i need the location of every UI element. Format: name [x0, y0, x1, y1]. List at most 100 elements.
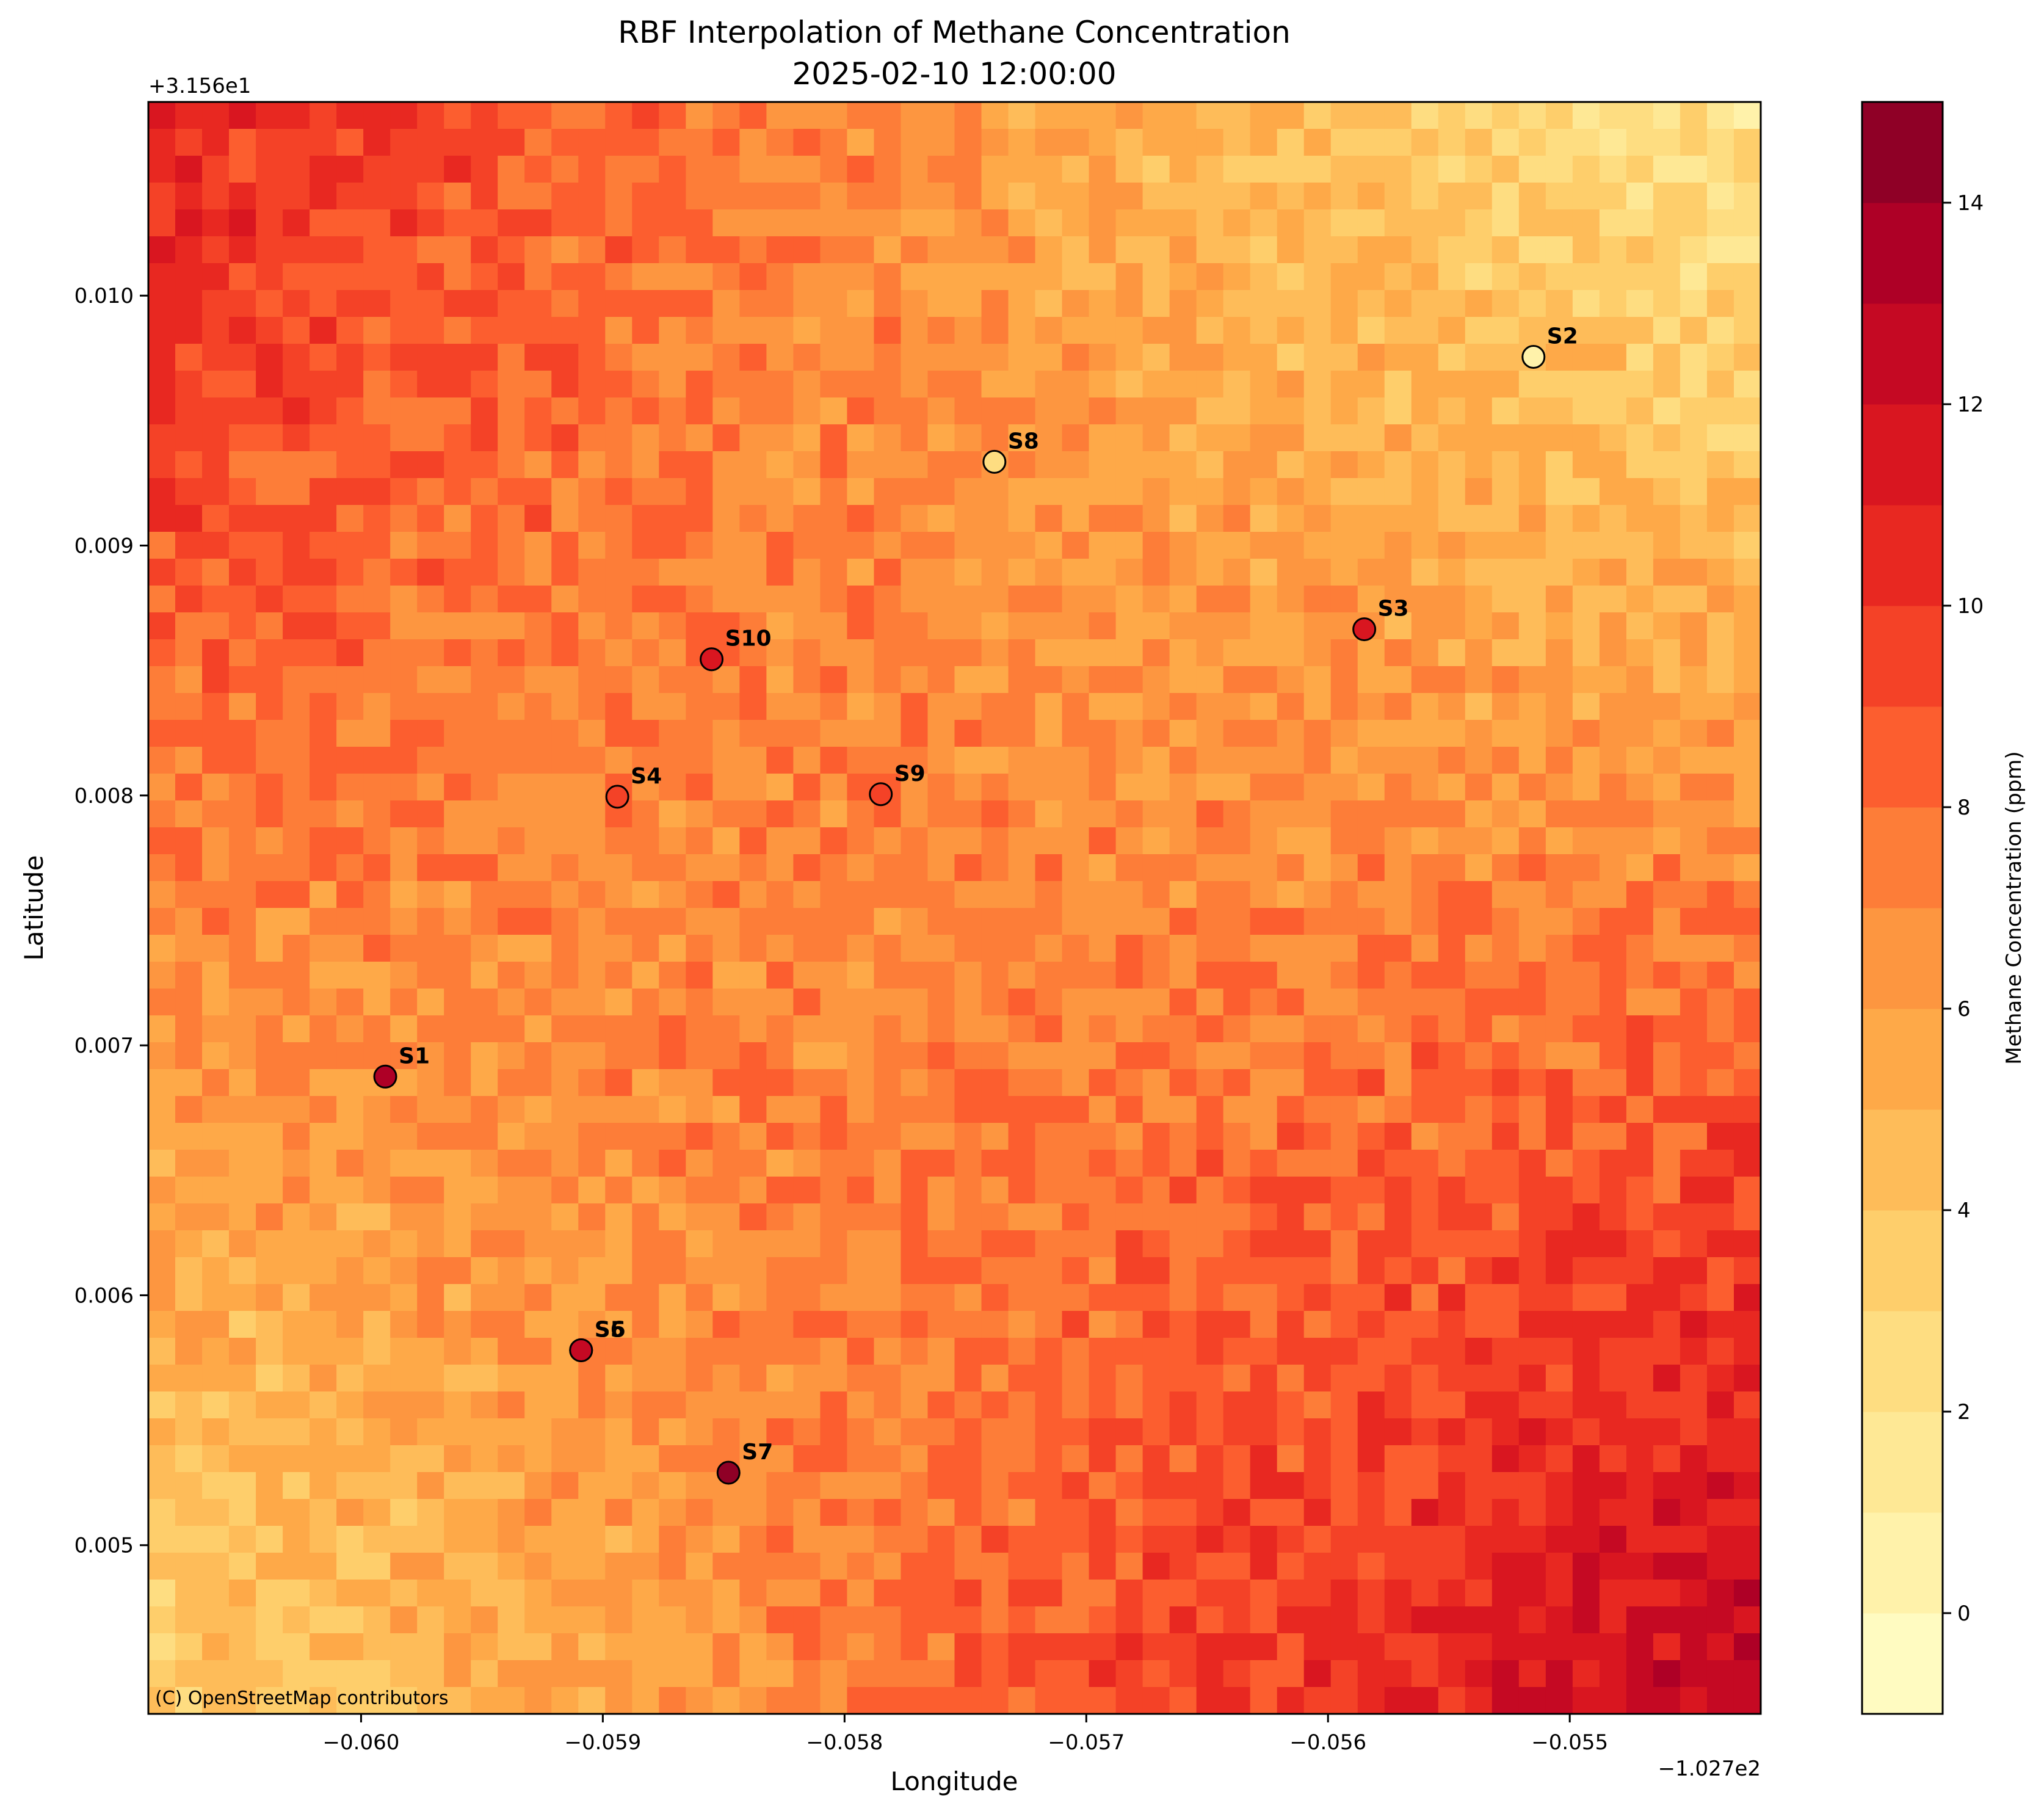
heatmap-cell — [498, 586, 526, 613]
heatmap-cell — [605, 666, 633, 694]
heatmap-cell — [202, 1553, 230, 1580]
heatmap-cell — [793, 559, 821, 586]
heatmap-cell — [659, 962, 687, 989]
heatmap-cell — [336, 1257, 364, 1285]
heatmap-cell — [310, 102, 338, 129]
heatmap-cell — [1411, 1606, 1439, 1634]
heatmap-cell — [363, 747, 391, 774]
heatmap-cell — [712, 1633, 741, 1661]
heatmap-cell — [1572, 800, 1600, 828]
heatmap-cell — [1438, 1257, 1466, 1285]
heatmap-cell — [1277, 881, 1305, 909]
heatmap-cell — [336, 666, 364, 694]
heatmap-cell — [417, 532, 445, 559]
heatmap-cell — [1035, 989, 1063, 1016]
heatmap-cell — [820, 1445, 848, 1473]
heatmap-cell — [901, 774, 929, 801]
heatmap-cell — [1223, 129, 1251, 156]
heatmap-cell — [524, 236, 553, 264]
heatmap-cell — [417, 854, 445, 882]
heatmap-cell — [1706, 1553, 1734, 1580]
heatmap-cell — [1250, 209, 1278, 237]
heatmap-cell — [417, 1069, 445, 1097]
heatmap-cell — [1303, 263, 1332, 291]
heatmap-cell — [927, 800, 955, 828]
heatmap-cell — [148, 1015, 176, 1043]
heatmap-cell — [148, 693, 176, 720]
heatmap-cell — [417, 236, 445, 264]
heatmap-cell — [1491, 478, 1520, 506]
heatmap-cell — [820, 1633, 848, 1661]
heatmap-cell — [1384, 1391, 1412, 1419]
heatmap-cell — [1196, 1553, 1224, 1580]
heatmap-cell — [283, 559, 311, 586]
heatmap-cell — [1089, 317, 1117, 344]
heatmap-cell — [1008, 800, 1036, 828]
heatmap-cell — [686, 1365, 714, 1392]
heatmap-cell — [551, 1123, 579, 1150]
heatmap-cell — [256, 827, 284, 855]
heatmap-cell — [1599, 1177, 1627, 1204]
heatmap-cell — [1491, 209, 1520, 237]
heatmap-cell — [1733, 397, 1761, 425]
heatmap-cell — [686, 1338, 714, 1365]
sensor-marker — [716, 1460, 741, 1485]
heatmap-cell — [1706, 1284, 1734, 1312]
heatmap-cell — [175, 1230, 203, 1258]
heatmap-cell — [712, 317, 741, 344]
heatmap-cell — [202, 612, 230, 640]
heatmap-cell — [148, 451, 176, 479]
heatmap-cell — [793, 397, 821, 425]
heatmap-cell — [1008, 156, 1036, 183]
heatmap-cell — [954, 747, 982, 774]
heatmap-cell — [551, 559, 579, 586]
heatmap-cell — [1599, 1230, 1627, 1258]
colorbar-tick-label: 12 — [1957, 393, 1984, 417]
heatmap-cell — [1062, 612, 1090, 640]
heatmap-cell — [256, 1123, 284, 1150]
heatmap-cell — [793, 102, 821, 129]
heatmap-cell — [1089, 1580, 1117, 1607]
heatmap-cell — [981, 290, 1009, 317]
heatmap-cell — [578, 639, 606, 667]
heatmap-cell — [1680, 263, 1708, 291]
heatmap-cell — [1384, 962, 1412, 989]
heatmap-cell — [175, 156, 203, 183]
heatmap-cell — [1465, 1553, 1493, 1580]
heatmap-cell — [551, 129, 579, 156]
heatmap-cell — [256, 800, 284, 828]
heatmap-cell — [1008, 317, 1036, 344]
heatmap-cell — [659, 559, 687, 586]
heatmap-cell — [390, 344, 418, 371]
heatmap-cell — [793, 1660, 821, 1688]
heatmap-cell — [283, 1660, 311, 1688]
heatmap-cell — [1169, 747, 1197, 774]
heatmap-cell — [310, 693, 338, 720]
heatmap-cell — [901, 908, 929, 935]
heatmap-cell — [1384, 1015, 1412, 1043]
heatmap-cell — [1062, 1633, 1090, 1661]
heatmap-cell — [336, 236, 364, 264]
heatmap-cell — [659, 451, 687, 479]
heatmap-cell — [444, 129, 472, 156]
heatmap-cell — [632, 1606, 660, 1634]
heatmap-cell — [739, 1257, 767, 1285]
heatmap-cell — [1223, 1150, 1251, 1177]
heatmap-cell — [793, 156, 821, 183]
heatmap-cell — [1169, 693, 1197, 720]
heatmap-cell — [927, 774, 955, 801]
heatmap-cell — [605, 290, 633, 317]
heatmap-cell — [1733, 263, 1761, 291]
heatmap-cell — [256, 1445, 284, 1473]
heatmap-cell — [1357, 344, 1385, 371]
heatmap-cell — [498, 1177, 526, 1204]
heatmap-cell — [1035, 1203, 1063, 1231]
heatmap-cell — [1062, 1230, 1090, 1258]
sensor-marker — [869, 782, 893, 807]
heatmap-cell — [256, 693, 284, 720]
heatmap-cell — [739, 1150, 767, 1177]
heatmap-cell — [847, 424, 875, 452]
heatmap-cell — [1142, 209, 1170, 237]
heatmap-cell — [1357, 397, 1385, 425]
heatmap-cell — [1330, 290, 1358, 317]
